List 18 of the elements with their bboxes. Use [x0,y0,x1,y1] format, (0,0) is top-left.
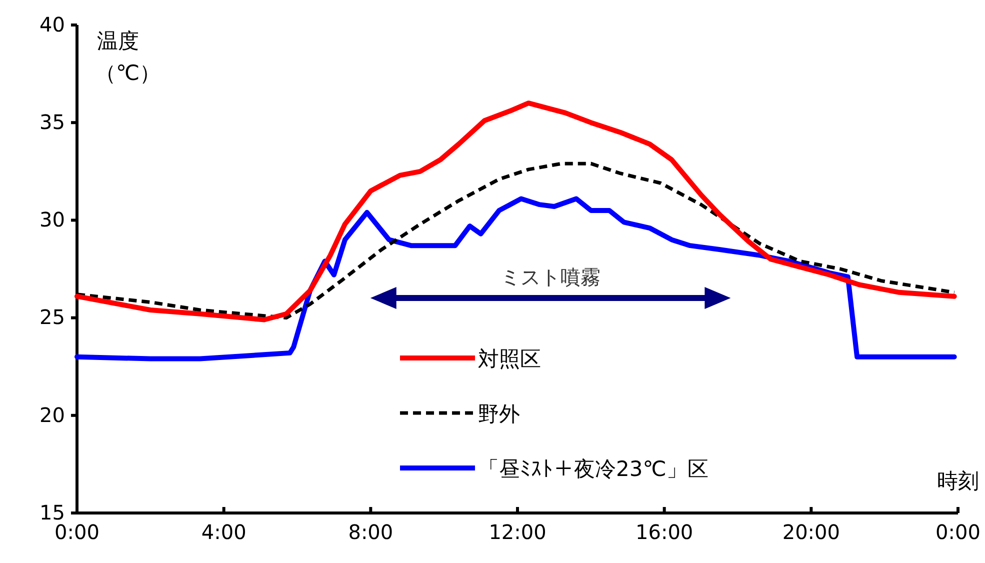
y-tick-label: 20 [40,402,65,427]
y-tick-label: 35 [40,110,65,134]
x-tick-label: 16:00 [636,520,694,544]
x-tick-label: 8:00 [348,520,394,544]
x-tick-label: 12:00 [488,520,546,544]
x-tick-label: 0:00 [936,520,980,544]
legend-label: 野外 [478,402,520,426]
y-tick-label: 25 [40,305,65,330]
y-tick-label: 40 [40,12,65,36]
x-tick-label: 20:00 [782,520,840,544]
x-axis-title: 時刻 [937,469,979,493]
legend-label: 「昼ﾐｽﾄ＋夜冷23℃」区 [478,457,708,481]
annotation: （℃） [95,61,161,85]
y-tick-label: 30 [40,208,65,232]
y-axis-title: 温度 [97,29,139,53]
annotation: ミスト噴霧 [500,265,601,289]
legend-label: 対照区 [478,347,541,371]
x-tick-label: 4:00 [201,520,246,544]
